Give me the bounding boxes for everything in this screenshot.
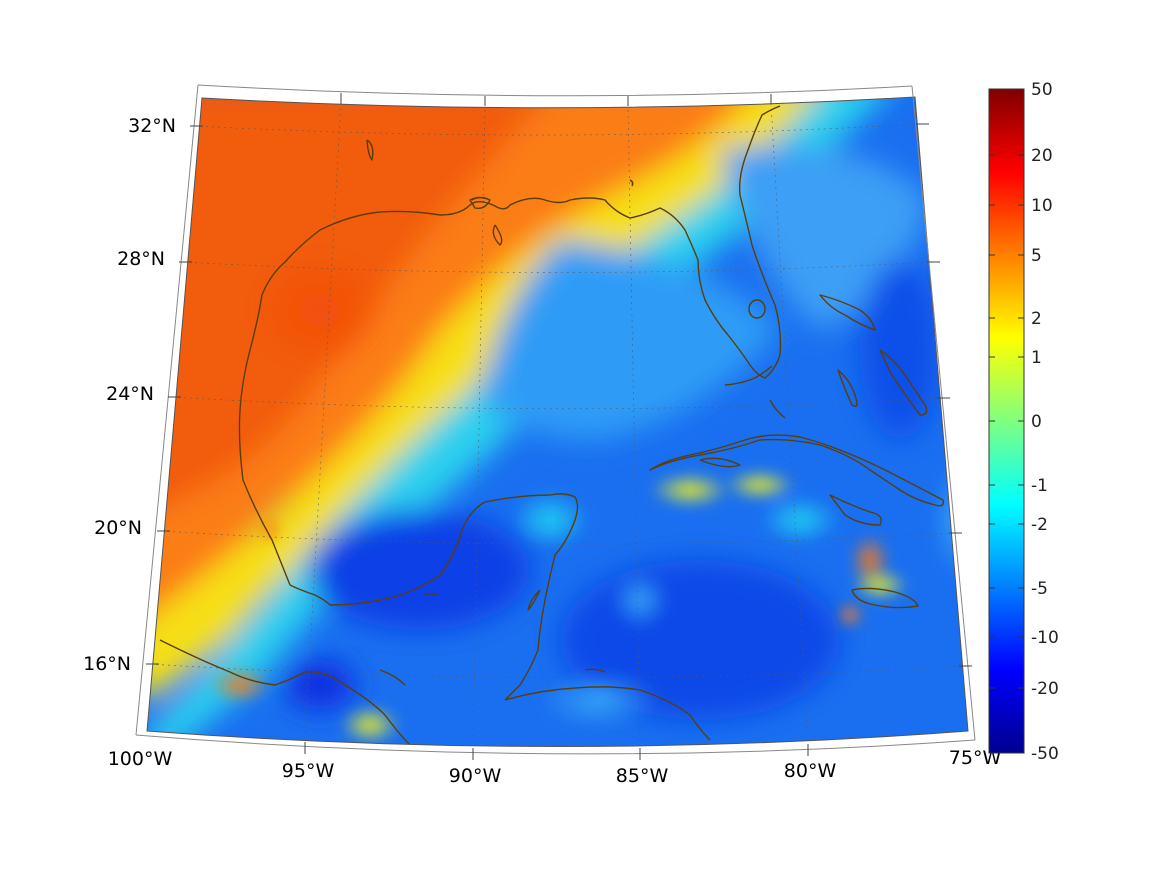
colorbar-tick-label: -20: [1031, 679, 1059, 699]
lon-label: 95°W: [282, 760, 335, 782]
latitude-labels: 32°N 28°N 24°N 20°N 16°N: [83, 115, 176, 675]
longitude-labels: 100°W 95°W 90°W 85°W 80°W 75°W: [108, 747, 1002, 787]
lat-label: 32°N: [128, 115, 176, 137]
map-field: [147, 97, 968, 747]
lat-label: 28°N: [117, 248, 165, 270]
colorbar-tick-label: -2: [1031, 515, 1048, 535]
colorbar-tick-label: 2: [1031, 309, 1042, 329]
colorbar-tick-label: 1: [1031, 348, 1042, 368]
lat-label: 20°N: [94, 517, 142, 539]
lat-label: 24°N: [106, 383, 154, 405]
lon-label: 90°W: [449, 765, 502, 787]
colorbar-tick-label: 20: [1031, 146, 1053, 166]
graticule: [149, 101, 965, 747]
colorbar-tick-label: 0: [1031, 412, 1042, 432]
lon-label: 80°W: [784, 760, 837, 782]
map-frame: [135, 84, 976, 755]
colorbar-tick-label: -1: [1031, 476, 1048, 496]
lon-label: 100°W: [108, 748, 173, 770]
colorbar-tick-label: -50: [1031, 744, 1059, 764]
colorbar-tick-label: 5: [1031, 246, 1042, 266]
lon-label: 75°W: [949, 747, 1002, 769]
colorbar-tick-label: -5: [1031, 579, 1048, 599]
lon-label: 85°W: [616, 765, 669, 787]
colorbar-tick-label: -10: [1031, 628, 1059, 648]
lat-label: 16°N: [83, 653, 131, 675]
coastlines: [159, 105, 945, 746]
colorbar-tick-label: 50: [1031, 80, 1053, 100]
frame-ticks: [146, 93, 972, 760]
colorbar-tick-label: 10: [1031, 196, 1053, 216]
